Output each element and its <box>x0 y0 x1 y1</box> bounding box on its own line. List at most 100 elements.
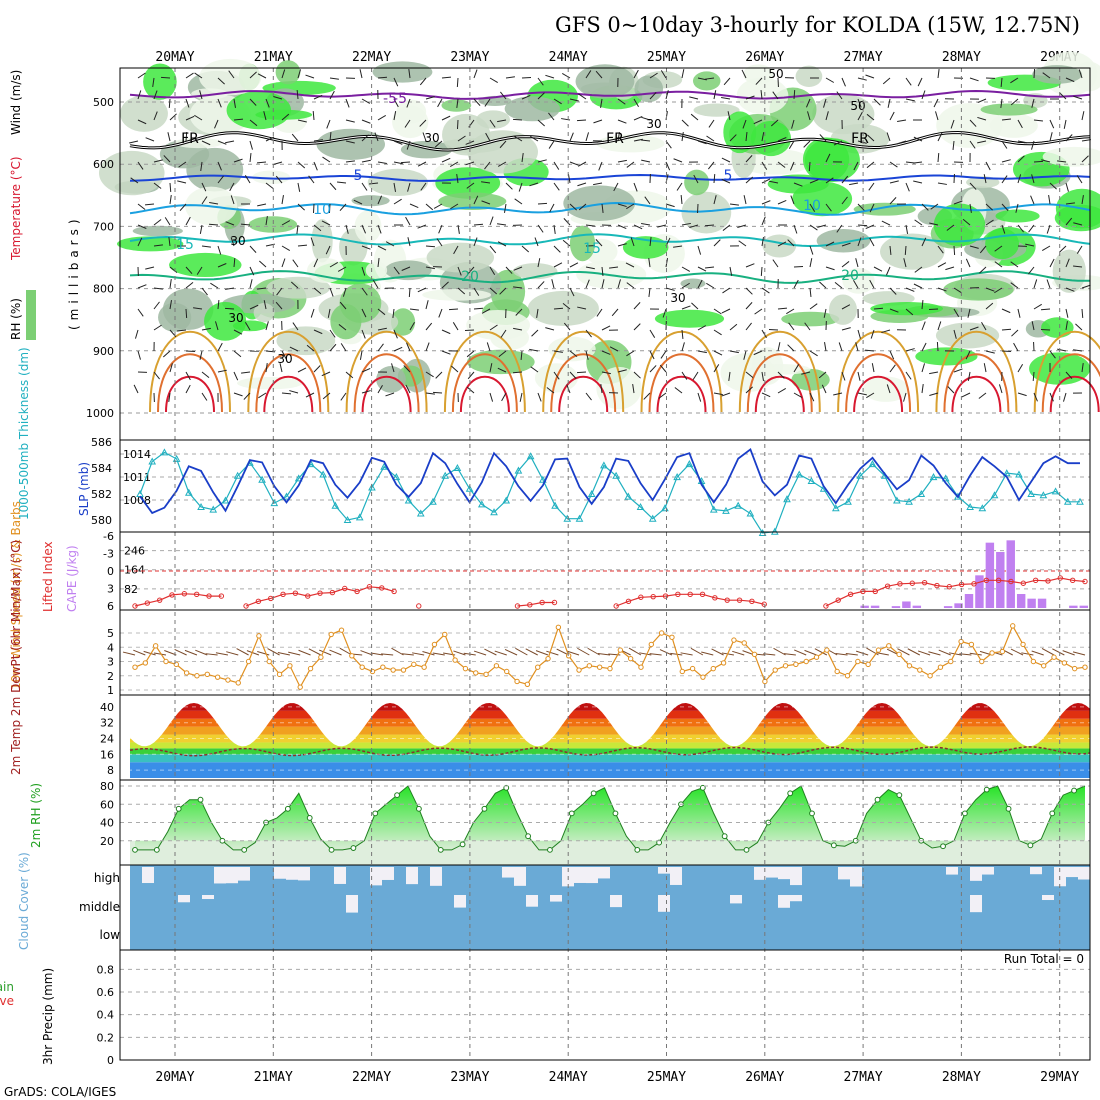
wind-barb <box>249 119 258 127</box>
rh-cell <box>985 228 1020 260</box>
boundary-layer-contour <box>845 353 912 413</box>
cloud-clear-high <box>1066 867 1078 878</box>
wind-barb <box>633 224 643 230</box>
wind-barb <box>985 302 994 310</box>
wind-barb <box>420 182 427 191</box>
wind-barb <box>834 281 843 289</box>
boundary-layer-contour <box>943 353 1010 413</box>
wind-speed-point <box>658 630 665 636</box>
rh-cell <box>372 61 433 83</box>
wind-speed-point <box>1030 658 1037 665</box>
wind-barb <box>1078 69 1083 79</box>
precip-tick-label: 0.6 <box>97 986 115 999</box>
wind-barb <box>665 161 671 171</box>
wind-barb <box>633 371 641 379</box>
wind-barb <box>537 119 545 127</box>
wind-barb <box>361 308 367 318</box>
rh-point <box>525 833 532 840</box>
rh-cell <box>1041 317 1074 338</box>
thickness-point <box>380 462 388 470</box>
surface-wind-barb <box>267 648 280 656</box>
cloud-level-label: low <box>100 928 121 942</box>
wind-barb <box>1057 160 1067 163</box>
wind-barb <box>841 196 848 205</box>
cloud-clear-high <box>946 867 958 875</box>
lifted-index-point <box>243 603 249 609</box>
wind-barb <box>777 371 785 379</box>
thickness-point <box>319 470 327 478</box>
wind-barb <box>681 222 691 226</box>
thickness-point <box>758 528 767 536</box>
wind-tick-label: 2 <box>107 670 114 683</box>
wind-barb <box>727 111 731 121</box>
rh-cell <box>692 71 721 91</box>
wind-barb <box>745 287 753 295</box>
wind-barb <box>200 161 203 171</box>
thickness-point <box>832 504 840 512</box>
wind-barb <box>788 140 795 149</box>
rh-axis-label: 2m RH (%) <box>29 783 43 848</box>
wind-speed-point <box>834 668 840 675</box>
wind-barb <box>185 216 191 226</box>
rh-cell <box>980 103 1038 116</box>
lifted-index-point <box>193 591 200 598</box>
surface-wind-barb <box>917 650 931 656</box>
wind-barb <box>321 371 331 377</box>
wind-barb <box>914 219 923 226</box>
wind-barb <box>1042 72 1051 79</box>
wind-barb <box>897 140 907 145</box>
date-label-top: 20MAY <box>155 50 194 65</box>
wind-barb <box>644 196 651 205</box>
thickness-point <box>1002 469 1011 477</box>
wind-speed-point <box>999 648 1006 655</box>
wind-barb <box>741 69 747 79</box>
wind-speed-point <box>400 667 407 673</box>
rh-cell <box>441 99 472 112</box>
thickness-tick-label: 582 <box>91 488 112 501</box>
wind-barb <box>600 384 603 394</box>
wind-barb <box>1025 243 1035 247</box>
wind-barb <box>729 323 738 331</box>
surface-wind-barb <box>566 650 580 656</box>
precip-legend-total: Total / Rain <box>0 980 14 994</box>
wind-barb <box>133 384 139 394</box>
thickness-point <box>807 476 816 484</box>
wind-barb <box>489 287 498 295</box>
wind-barb <box>153 287 163 290</box>
boundary-layer-contour <box>165 375 215 413</box>
rh-tick-label: 80 <box>100 780 114 793</box>
lifted-index-point <box>749 598 755 605</box>
wind-barb <box>804 322 811 331</box>
wind-barb <box>244 322 251 331</box>
wind-barb <box>1001 328 1012 331</box>
lifted-index-point <box>897 581 903 587</box>
cape-bar <box>912 605 922 608</box>
rh-cell <box>351 195 390 207</box>
slp-axis-labels: 1000-500mb Thickness (dm) SLP (mb) <box>17 347 91 520</box>
wind-barb <box>760 89 763 100</box>
rh-point <box>1027 842 1034 849</box>
thickness-point <box>929 473 938 481</box>
wind-barb <box>1000 77 1003 88</box>
wind-barb <box>214 119 219 129</box>
wind-barb <box>723 77 731 86</box>
rh-point <box>394 792 400 799</box>
wind-barb <box>273 95 283 100</box>
thickness-point <box>502 496 511 504</box>
wind-barb <box>1076 245 1083 254</box>
wind-barb <box>436 238 443 247</box>
wind-barb <box>937 69 940 79</box>
rh-cell <box>762 234 797 258</box>
wind-barb <box>513 266 523 271</box>
wind-barb <box>329 329 336 338</box>
wind-barb <box>553 262 563 268</box>
wind-barb <box>257 73 267 79</box>
wind-barb <box>945 266 955 271</box>
thickness-point <box>172 454 181 462</box>
cloud-clear-high <box>286 867 298 880</box>
wind-barb <box>697 245 702 255</box>
cloud-clear-high <box>778 867 790 880</box>
wind-speed-point <box>627 655 634 662</box>
wind-barb <box>1040 308 1051 311</box>
lifted-index-point <box>625 598 632 605</box>
